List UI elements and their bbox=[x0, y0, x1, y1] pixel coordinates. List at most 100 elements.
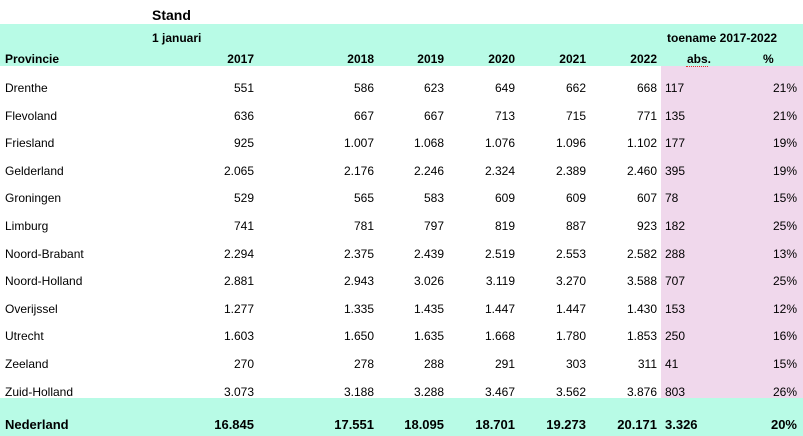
value-2018: 565 bbox=[353, 191, 374, 206]
value-2017: 2.881 bbox=[223, 274, 254, 289]
province-name: Overijssel bbox=[5, 301, 58, 316]
table-row: Drenthe 551 586 623 649 662 668 117 21% bbox=[0, 80, 803, 107]
value-2020: 2.324 bbox=[484, 163, 515, 178]
value-2018: 2.943 bbox=[343, 274, 374, 289]
header-year-2017: 2017 bbox=[227, 52, 254, 66]
value-2020: 1.668 bbox=[484, 329, 515, 344]
value-2019: 3.288 bbox=[413, 384, 444, 399]
value-2017: 551 bbox=[233, 81, 254, 95]
total-value-2020: 18.701 bbox=[475, 417, 515, 432]
table-row: Limburg 741 781 797 819 887 923 182 25% bbox=[0, 218, 803, 245]
province-name: Flevoland bbox=[5, 108, 58, 123]
value-2017: 741 bbox=[233, 219, 254, 233]
value-2019: 2.439 bbox=[413, 246, 444, 261]
value-2018: 1.007 bbox=[343, 136, 374, 151]
value-2022: 668 bbox=[636, 81, 657, 95]
value-2018: 781 bbox=[353, 219, 374, 233]
pct-change: 15% bbox=[772, 191, 797, 206]
value-2018: 2.176 bbox=[343, 163, 374, 178]
value-2017: 636 bbox=[233, 108, 254, 123]
value-2022: 3.876 bbox=[626, 384, 657, 399]
value-2017: 529 bbox=[233, 191, 254, 206]
abs-change: 177 bbox=[665, 136, 686, 151]
header-abs: abs. bbox=[687, 52, 712, 66]
pct-change: 26% bbox=[772, 384, 797, 399]
header-year-2022: 2022 bbox=[630, 52, 657, 66]
header-provincie: Provincie bbox=[5, 52, 60, 66]
value-2018: 667 bbox=[353, 108, 374, 123]
abs-change: 41 bbox=[665, 357, 679, 371]
province-name: Noord-Holland bbox=[5, 274, 83, 289]
table-row: Noord-Holland 2.881 2.943 3.026 3.119 3.270 3.… bbox=[0, 273, 803, 300]
value-2020: 819 bbox=[494, 219, 515, 233]
value-2022: 2.582 bbox=[626, 246, 657, 261]
value-2019: 797 bbox=[423, 219, 444, 233]
value-2022: 311 bbox=[637, 357, 657, 371]
total-value-2018: 17.551 bbox=[334, 417, 374, 432]
value-2019: 583 bbox=[423, 191, 444, 206]
abs-change: 135 bbox=[665, 108, 686, 123]
header-year-2020: 2020 bbox=[488, 52, 515, 66]
value-2020: 1.076 bbox=[484, 136, 515, 151]
abs-change: 803 bbox=[665, 384, 686, 399]
value-2021: 715 bbox=[565, 108, 586, 123]
value-2021: 3.562 bbox=[555, 384, 586, 399]
value-2022: 1.430 bbox=[626, 301, 657, 316]
subheader-date: 1 januari bbox=[152, 31, 202, 45]
value-2020: 1.447 bbox=[484, 301, 515, 316]
province-name: Gelderland bbox=[5, 163, 64, 178]
header-year-2019: 2019 bbox=[417, 52, 444, 66]
pct-change: 15% bbox=[772, 357, 797, 371]
value-2022: 3.588 bbox=[626, 274, 657, 289]
value-2021: 303 bbox=[565, 357, 586, 371]
value-2020: 3.119 bbox=[485, 274, 515, 289]
value-2022: 607 bbox=[636, 191, 657, 206]
total-value-2021: 19.273 bbox=[546, 417, 586, 432]
value-2017: 2.065 bbox=[223, 163, 254, 178]
table-row: Overijssel 1.277 1.335 1.435 1.447 1.447 1.430… bbox=[0, 301, 803, 328]
total-value-2019: 18.095 bbox=[404, 417, 444, 432]
abs-change: 153 bbox=[665, 301, 686, 316]
value-2020: 649 bbox=[494, 81, 515, 95]
table-row: Friesland 925 1.007 1.068 1.076 1.096 1.102 177… bbox=[0, 135, 803, 162]
value-2018: 2.375 bbox=[343, 246, 374, 261]
value-2021: 2.389 bbox=[555, 163, 586, 178]
abs-change: 182 bbox=[665, 219, 686, 233]
table-row: Noord-Brabant 2.294 2.375 2.439 2.519 2.553 2.… bbox=[0, 246, 803, 273]
value-2018: 1.650 bbox=[343, 329, 374, 344]
province-name: Limburg bbox=[5, 219, 49, 233]
abs-change: 250 bbox=[665, 329, 686, 344]
total-pct: 20% bbox=[770, 417, 797, 432]
value-2020: 3.467 bbox=[484, 384, 515, 399]
total-value-2017: 16.845 bbox=[214, 417, 254, 432]
value-2021: 2.553 bbox=[555, 246, 586, 261]
pct-change: 25% bbox=[772, 219, 797, 233]
change-columns-background bbox=[661, 66, 803, 398]
value-2017: 925 bbox=[233, 136, 254, 151]
value-2017: 2.294 bbox=[223, 246, 254, 261]
value-2017: 1.603 bbox=[223, 329, 254, 344]
value-2021: 1.780 bbox=[555, 329, 586, 344]
table-row: Zeeland 270 278 288 291 303 311 41 15% bbox=[0, 356, 803, 383]
table-row: Flevoland 636 667 667 713 715 771 135 21% bbox=[0, 108, 803, 135]
abs-change: 288 bbox=[665, 246, 686, 261]
value-2021: 887 bbox=[565, 219, 586, 233]
value-2022: 771 bbox=[636, 108, 657, 123]
total-value-2022: 20.171 bbox=[617, 417, 657, 432]
abs-change: 395 bbox=[665, 163, 686, 178]
value-2019: 667 bbox=[423, 108, 444, 123]
abs-change: 78 bbox=[665, 191, 679, 206]
spellcheck-underline bbox=[686, 65, 708, 67]
value-2017: 270 bbox=[233, 357, 254, 371]
province-name: Utrecht bbox=[5, 329, 44, 344]
pct-change: 21% bbox=[772, 108, 797, 123]
value-2022: 923 bbox=[636, 219, 657, 233]
value-2020: 2.519 bbox=[484, 246, 515, 261]
value-2020: 713 bbox=[494, 108, 515, 123]
value-2020: 291 bbox=[494, 357, 515, 371]
value-2021: 1.447 bbox=[555, 301, 586, 316]
pct-change: 19% bbox=[772, 163, 797, 178]
value-2018: 278 bbox=[353, 357, 374, 371]
value-2021: 1.096 bbox=[555, 136, 586, 151]
province-name: Noord-Brabant bbox=[5, 246, 84, 261]
